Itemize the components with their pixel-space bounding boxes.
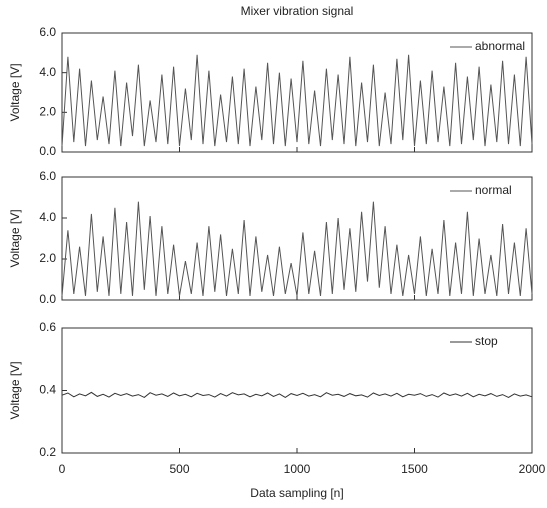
chart-title: Mixer vibration signal — [241, 4, 354, 18]
x-axis-label: Data sampling [n] — [250, 486, 343, 500]
y-tick-label: 0.0 — [39, 144, 56, 158]
y-axis-label: Voltage [V] — [8, 361, 22, 419]
y-tick-label: 0.0 — [39, 292, 56, 306]
y-tick-label: 0.4 — [39, 383, 56, 397]
y-tick-label: 6.0 — [39, 169, 56, 183]
x-tick-label: 500 — [169, 462, 189, 476]
y-tick-label: 0.6 — [39, 320, 56, 334]
x-tick-label: 1500 — [401, 462, 428, 476]
plot-frame — [61, 327, 533, 454]
signal-line — [61, 201, 533, 296]
legend-label: stop — [475, 334, 498, 348]
y-tick-label: 4.0 — [39, 65, 56, 79]
y-tick-label: 6.0 — [39, 25, 56, 39]
y-axis-label: Voltage [V] — [8, 209, 22, 267]
y-tick-label: 4.0 — [39, 210, 56, 224]
legend-label: normal — [475, 183, 512, 197]
legend-label: abnormal — [475, 39, 525, 53]
y-axis-label: Voltage [V] — [8, 63, 22, 121]
signal-line — [61, 54, 533, 147]
x-tick-label: 1000 — [284, 462, 311, 476]
y-tick-label: 2.0 — [39, 105, 56, 119]
x-tick-label: 0 — [59, 462, 66, 476]
x-tick-label: 2000 — [519, 462, 546, 476]
signal-line — [61, 391, 533, 398]
y-tick-label: 2.0 — [39, 251, 56, 265]
y-tick-label: 0.2 — [39, 445, 56, 459]
plot-frame — [61, 176, 533, 301]
